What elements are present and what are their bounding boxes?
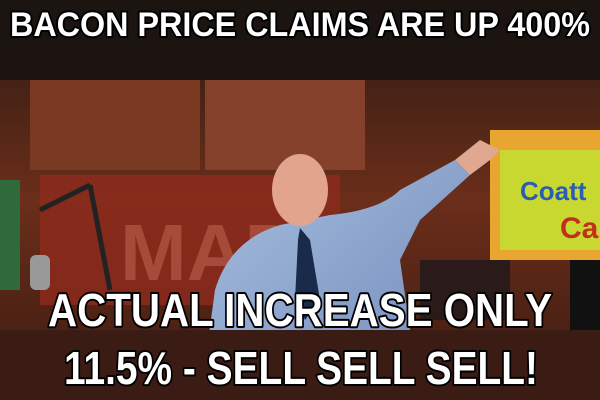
bottom-text: 11.5% - SELL SELL SELL! xyxy=(64,342,538,394)
desk xyxy=(0,330,600,400)
top-text: BACON PRICE CLAIMS ARE UP 400% xyxy=(10,6,590,44)
sign-text: Coatt xyxy=(520,176,587,206)
bottom-text: ACTUAL INCREASE ONLY xyxy=(48,284,552,336)
sign-text: Ca xyxy=(560,212,599,245)
